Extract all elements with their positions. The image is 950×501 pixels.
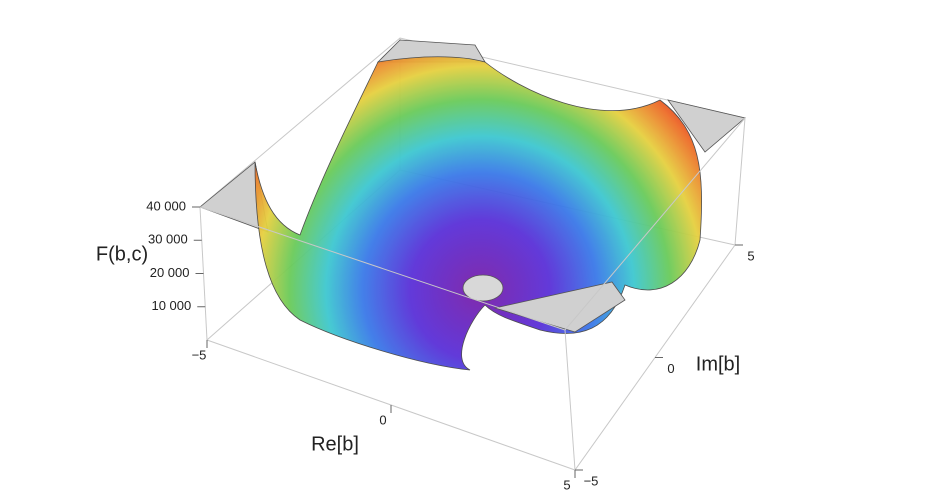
x-tick-label: 0: [379, 412, 386, 427]
x-axis-label: Re[b]: [311, 433, 359, 455]
z-tick-label: 10 000: [151, 298, 191, 313]
z-tick-label: 30 000: [148, 232, 188, 247]
z-tick-label: 20 000: [150, 265, 190, 280]
y-tick-label: −5: [584, 473, 599, 488]
y-tick-label: 5: [747, 248, 754, 263]
surface: [199, 39, 746, 371]
x-tick-label: −5: [192, 347, 207, 362]
y-tick-label: 0: [667, 361, 674, 376]
y-axis-label: Im[b]: [696, 353, 740, 375]
x-tick-label: 5: [563, 477, 570, 492]
z-tick-label: 40 000: [146, 198, 186, 213]
z-axis-label: F(b,c): [96, 243, 148, 265]
